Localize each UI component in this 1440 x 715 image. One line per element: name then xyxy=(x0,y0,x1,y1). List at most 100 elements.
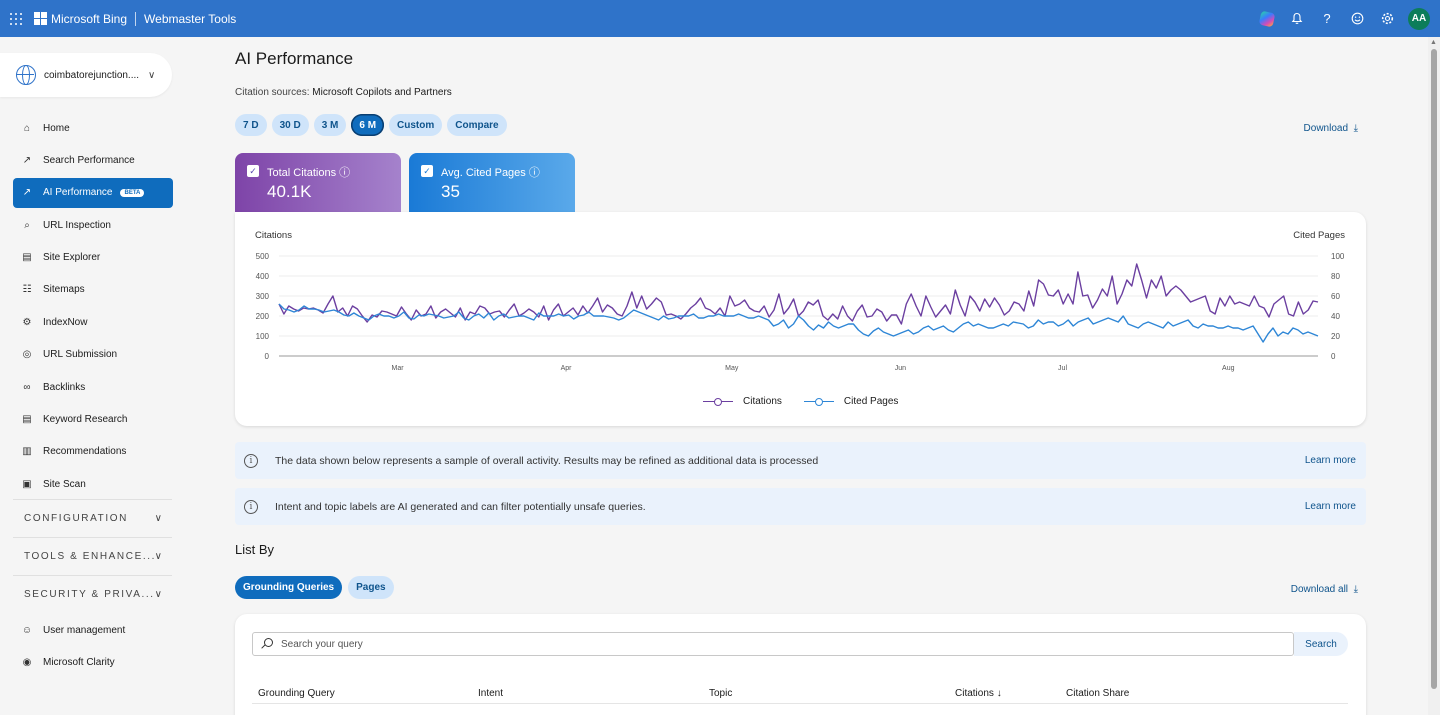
info-icon: i xyxy=(244,499,258,514)
scroll-up-icon[interactable]: ▲ xyxy=(1430,39,1437,46)
sidebar-item-label: Backlinks xyxy=(43,381,86,393)
sidebar-item-indexnow[interactable]: ⚙ IndexNow xyxy=(13,307,173,337)
info-banner-text: Intent and topic labels are AI generated… xyxy=(275,500,646,513)
scan-icon: ▣ xyxy=(22,478,32,490)
citation-sources: Citation sources: Microsoft Copilots and… xyxy=(235,87,452,98)
range-6m-button[interactable]: 6 M xyxy=(351,114,385,136)
y-tick-label-right: 100 xyxy=(1331,252,1345,261)
clipboard-icon: ▥ xyxy=(22,446,32,458)
sidebar-item-label: Search Performance xyxy=(43,154,135,166)
sidebar-item-search-performance[interactable]: ↗ Search Performance xyxy=(13,145,173,175)
legend-marker xyxy=(803,397,834,407)
avatar[interactable]: AA xyxy=(1408,7,1430,30)
sidebar-item-ai-performance[interactable]: ↗ AI Performance BETA xyxy=(13,177,173,208)
sidebar-item-label: AI Performance xyxy=(43,187,113,199)
learn-more-link[interactable]: Learn more xyxy=(1304,501,1356,512)
clarity-icon: ◉ xyxy=(22,656,32,668)
range-7d-button[interactable]: 7 D xyxy=(235,114,267,136)
column-header-intent[interactable]: Intent xyxy=(478,688,504,699)
download-link[interactable]: Download ⤓ xyxy=(1304,123,1358,134)
sidebar-item-site-explorer[interactable]: ▤ Site Explorer xyxy=(13,243,173,273)
info-icon: i xyxy=(244,453,258,468)
group-label: SECURITY & PRIVA... xyxy=(24,589,155,600)
feedback-icon[interactable] xyxy=(1342,4,1372,34)
y-tick-label-right: 60 xyxy=(1331,292,1340,301)
tab-pages[interactable]: Pages xyxy=(348,576,394,599)
scrollbar-thumb[interactable] xyxy=(1431,49,1437,689)
legend-marker xyxy=(703,397,733,407)
sidebar-item-label: User management xyxy=(43,624,126,636)
sort-descending-icon: ↓ xyxy=(996,688,1002,699)
sidebar-item-home[interactable]: ⌂ Home xyxy=(13,113,173,143)
page-scrollbar[interactable]: ▲ xyxy=(1428,37,1440,715)
product-name[interactable]: Webmaster Tools xyxy=(144,11,237,26)
info-icon: ⓘ xyxy=(339,167,351,179)
legend-item-citations[interactable]: Citations xyxy=(703,396,782,407)
y-tick-label-left: 400 xyxy=(256,272,270,281)
sidebar-item-url-submission[interactable]: ◎ URL Submission xyxy=(13,340,173,370)
globe-icon xyxy=(16,65,36,85)
series-line-cited-pages xyxy=(278,303,1319,343)
copilot-icon[interactable] xyxy=(1252,4,1282,34)
range-30d-button[interactable]: 30 D xyxy=(271,114,309,136)
download-all-link[interactable]: Download all ⤓ xyxy=(1291,584,1358,595)
legend-item-cited-pages[interactable]: Cited Pages xyxy=(803,396,899,407)
column-header-citations[interactable]: Citations ↓ xyxy=(955,688,1002,699)
y-tick-label-left: 200 xyxy=(256,312,270,321)
range-3m-button[interactable]: 3 M xyxy=(313,114,347,136)
sidebar-item-label: Site Scan xyxy=(43,478,86,490)
sidebar-item-label: Site Explorer xyxy=(43,252,101,264)
column-header-citation-share[interactable]: Citation Share xyxy=(1066,688,1130,699)
tab-grounding-queries[interactable]: Grounding Queries xyxy=(235,576,343,599)
info-banner-labels: i Intent and topic labels are AI generat… xyxy=(235,488,1366,525)
document-icon: ▤ xyxy=(22,414,32,426)
sidebar: coimbatorejunction.... ∨ ⌂ Home ↗ Search… xyxy=(0,37,186,715)
group-security-privacy[interactable]: SECURITY & PRIVA... ∨ xyxy=(13,575,172,613)
user-icon: ☺ xyxy=(21,624,33,636)
y-tick-label-right: 20 xyxy=(1331,332,1340,341)
sidebar-item-microsoft-clarity[interactable]: ◉ Microsoft Clarity xyxy=(13,647,173,677)
sidebar-item-recommendations[interactable]: ▥ Recommendations xyxy=(13,437,173,467)
legend-label: Cited Pages xyxy=(843,396,899,407)
column-header-grounding-query[interactable]: Grounding Query xyxy=(258,688,335,699)
trend-icon: ↗ xyxy=(22,154,32,166)
x-tick-label: Aug xyxy=(1222,365,1235,372)
metric-value: 40.1K xyxy=(267,182,312,201)
metric-tab-avg-cited-pages[interactable]: ✓ Avg. Cited Pages ⓘ 35 xyxy=(409,153,575,213)
group-configuration[interactable]: CONFIGURATION ∨ xyxy=(13,499,172,537)
citation-sources-label: Citation sources: xyxy=(235,87,310,98)
app-launcher-icon[interactable] xyxy=(10,12,22,25)
checkbox-checked-icon[interactable]: ✓ xyxy=(421,165,433,177)
site-selector[interactable]: coimbatorejunction.... ∨ xyxy=(0,53,172,97)
sidebar-item-site-scan[interactable]: ▣ Site Scan xyxy=(13,469,173,499)
download-all-label: Download all xyxy=(1290,584,1349,595)
x-tick-label: Mar xyxy=(391,365,404,372)
group-tools-enhancements[interactable]: TOOLS & ENHANCE... ∨ xyxy=(13,537,172,575)
range-compare-button[interactable]: Compare xyxy=(447,114,507,136)
y-tick-label-left: 0 xyxy=(265,352,270,361)
search-button[interactable]: Search xyxy=(1294,632,1348,656)
list-by-title: List By xyxy=(235,542,275,557)
info-icon: ⓘ xyxy=(528,167,540,179)
help-icon[interactable]: ? xyxy=(1323,11,1331,26)
sidebar-item-user-management[interactable]: ☺ User management xyxy=(13,615,173,645)
info-banner-text: The data shown below represents a sample… xyxy=(275,454,819,467)
sidebar-item-keyword-research[interactable]: ▤ Keyword Research xyxy=(13,405,173,435)
range-custom-button[interactable]: Custom xyxy=(389,114,443,136)
brand-name[interactable]: Microsoft Bing xyxy=(51,11,128,26)
sidebar-item-backlinks[interactable]: ∞ Backlinks xyxy=(13,372,173,402)
sidebar-item-url-inspection[interactable]: ⌕ URL Inspection xyxy=(13,210,173,240)
gear-icon[interactable] xyxy=(1372,4,1402,34)
sidebar-item-sitemaps[interactable]: ☷ Sitemaps xyxy=(13,275,173,305)
search-input[interactable] xyxy=(281,638,1181,650)
checkbox-checked-icon[interactable]: ✓ xyxy=(247,165,259,177)
metric-tab-total-citations[interactable]: ✓ Total Citations ⓘ 40.1K xyxy=(235,153,401,213)
bell-icon[interactable] xyxy=(1282,4,1312,34)
sidebar-item-label: URL Submission xyxy=(43,349,118,361)
column-header-topic[interactable]: Topic xyxy=(709,688,733,699)
sidebar-item-label: URL Inspection xyxy=(43,219,111,231)
chevron-down-icon: ∨ xyxy=(148,69,156,81)
group-label: TOOLS & ENHANCE... xyxy=(24,551,156,562)
date-range-selector: 7 D 30 D 3 M 6 M Custom Compare xyxy=(235,114,507,136)
learn-more-link[interactable]: Learn more xyxy=(1304,455,1356,466)
